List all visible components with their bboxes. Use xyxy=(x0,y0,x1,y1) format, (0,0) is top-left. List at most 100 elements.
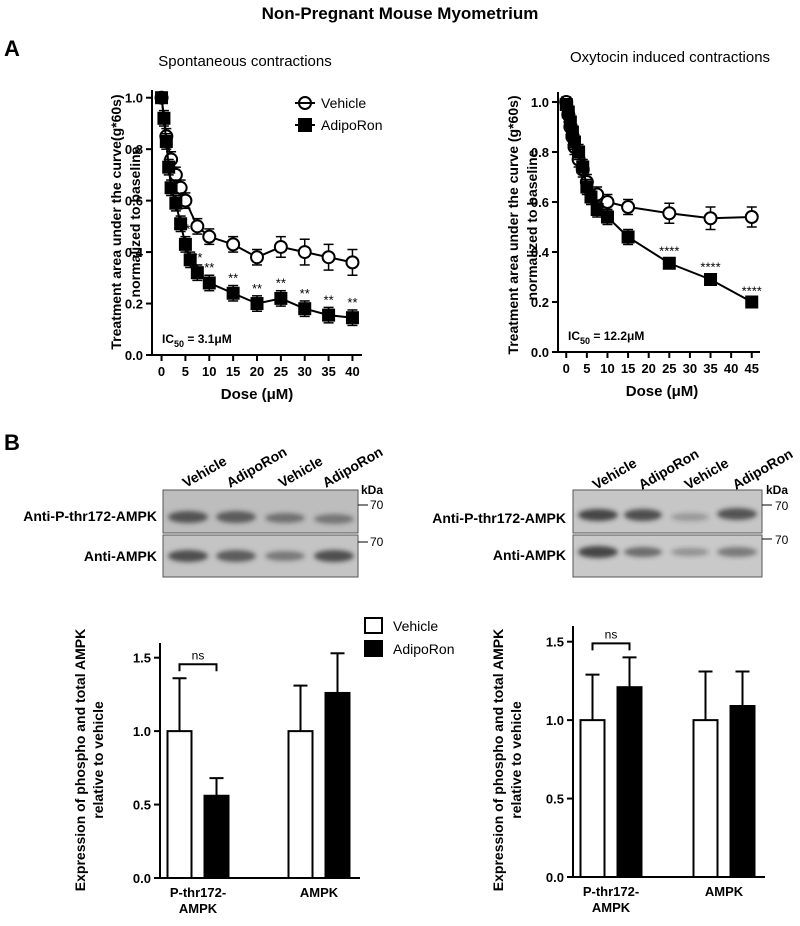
marker xyxy=(183,253,197,267)
x-tick-label: 35 xyxy=(321,364,335,379)
x-axis-label: Dose (μM) xyxy=(626,383,699,400)
y-tick-label: 0.0 xyxy=(125,348,143,363)
marker xyxy=(274,291,288,305)
y-tick-label: 0.4 xyxy=(531,245,550,260)
panel-label: A xyxy=(4,36,20,61)
blot-marker: 70 xyxy=(370,498,384,512)
ic50-text: IC xyxy=(162,332,174,346)
marker xyxy=(174,217,188,231)
subtitle: Spontaneous contractions xyxy=(158,53,331,70)
significance-label: ** xyxy=(192,250,202,265)
blot-marker: 70 xyxy=(775,499,789,513)
marker xyxy=(345,255,360,270)
significance-label: ** xyxy=(347,295,357,310)
marker xyxy=(321,250,336,265)
marker xyxy=(600,210,614,224)
bar xyxy=(616,686,643,879)
y-tick-label: 0.5 xyxy=(546,792,564,807)
blot-row-label: Anti-AMPK xyxy=(84,548,157,564)
x-tick-label: 5 xyxy=(583,361,590,376)
marker xyxy=(226,286,240,300)
legend-swatch xyxy=(364,617,383,634)
marker xyxy=(159,134,173,148)
panel-label: B xyxy=(4,430,20,455)
marker xyxy=(322,308,336,322)
bar xyxy=(287,730,314,879)
y-tick-label: 0.6 xyxy=(531,195,549,210)
marker xyxy=(169,196,183,210)
y-tick-label: 1.5 xyxy=(546,635,564,650)
marker xyxy=(297,245,312,260)
x-tick-label: AMPK xyxy=(179,901,218,916)
y-tick-label: 0.0 xyxy=(133,871,151,886)
x-tick-label: P-thr172- xyxy=(170,885,226,900)
y-tick-label: 0.2 xyxy=(531,295,549,310)
y-axis-label: Treatment area under the curve (g*60s) xyxy=(505,95,521,354)
y-tick-label: 0.2 xyxy=(125,297,143,312)
x-tick-label: AMPK xyxy=(705,884,744,899)
lane-label: Vehicle xyxy=(180,453,230,491)
y-axis-label: relative to vehicle xyxy=(508,701,524,819)
significance-label: **** xyxy=(659,243,679,258)
bar xyxy=(579,719,606,878)
y-tick-label: 0.8 xyxy=(125,142,143,157)
marker xyxy=(250,297,264,311)
western-blot: Anti-P-thr172-AMPK Anti-AMPK kDa 70 70 V… xyxy=(23,443,385,578)
ic50-annotation: IC50 = 12.2μM xyxy=(568,329,644,346)
marker xyxy=(621,230,635,244)
y-tick-label: 0.8 xyxy=(531,145,549,160)
marker xyxy=(745,295,759,309)
lane-label: Vehicle xyxy=(590,455,640,493)
y-tick-label: 1.0 xyxy=(531,95,549,110)
y-tick-label: 0.0 xyxy=(546,870,564,885)
bar xyxy=(729,705,756,878)
x-tick-label: 5 xyxy=(182,364,189,379)
blot-unit: kDa xyxy=(361,483,383,497)
significance-label: ** xyxy=(252,281,262,296)
comparison-label: ns xyxy=(192,648,205,662)
blot-marker: 70 xyxy=(370,535,384,549)
legend-swatch xyxy=(364,640,383,657)
y-axis-label: Expression of phospho and total AMPK xyxy=(72,629,88,891)
marker xyxy=(744,210,759,224)
western-blot: Anti-P-thr172-AMPK Anti-AMPK kDa 70 70 V… xyxy=(432,445,795,578)
y-tick-label: 1.0 xyxy=(546,713,564,728)
significance-label: ** xyxy=(228,271,238,286)
blot-bands xyxy=(578,508,757,558)
x-tick-label: 30 xyxy=(683,361,697,376)
x-axis-label: Dose (μM) xyxy=(221,386,294,403)
x-tick-label: 0 xyxy=(563,361,570,376)
figure-title: Non-Pregnant Mouse Myometrium xyxy=(262,4,539,23)
blot-bands xyxy=(168,511,354,562)
blot-row-label: Anti-P-thr172-AMPK xyxy=(432,510,566,526)
marker xyxy=(178,237,192,251)
x-tick-label: 0 xyxy=(158,364,165,379)
y-tick-label: 0.0 xyxy=(531,345,549,360)
marker xyxy=(621,200,636,214)
ic50-annotation: IC50 = 3.1μM xyxy=(162,332,232,349)
marker xyxy=(202,229,217,244)
marker xyxy=(704,273,718,286)
significance-label: **** xyxy=(742,283,762,298)
marker xyxy=(226,237,241,252)
x-tick-label: 30 xyxy=(297,364,311,379)
x-tick-label: 10 xyxy=(600,361,614,376)
y-axis-label: normalized to baseline xyxy=(524,149,540,300)
significance-label: ** xyxy=(300,286,310,301)
y-axis-label: Expression of phospho and total AMPK xyxy=(490,629,506,891)
y-tick-label: 0.6 xyxy=(125,194,143,209)
x-tick-label: AMPK xyxy=(300,885,339,900)
x-tick-label: 20 xyxy=(641,361,655,376)
y-tick-label: 1.5 xyxy=(133,651,151,666)
x-tick-label: 25 xyxy=(274,364,288,379)
marker xyxy=(162,160,176,174)
bar xyxy=(166,730,193,879)
y-tick-label: 1.0 xyxy=(133,724,151,739)
blot-row-label: Anti-AMPK xyxy=(493,547,566,563)
x-tick-label: AMPK xyxy=(592,900,631,915)
comparison-label: ns xyxy=(605,627,618,641)
marker xyxy=(202,276,216,290)
marker xyxy=(155,91,169,105)
significance-label: ** xyxy=(276,276,286,291)
bar xyxy=(692,719,719,878)
